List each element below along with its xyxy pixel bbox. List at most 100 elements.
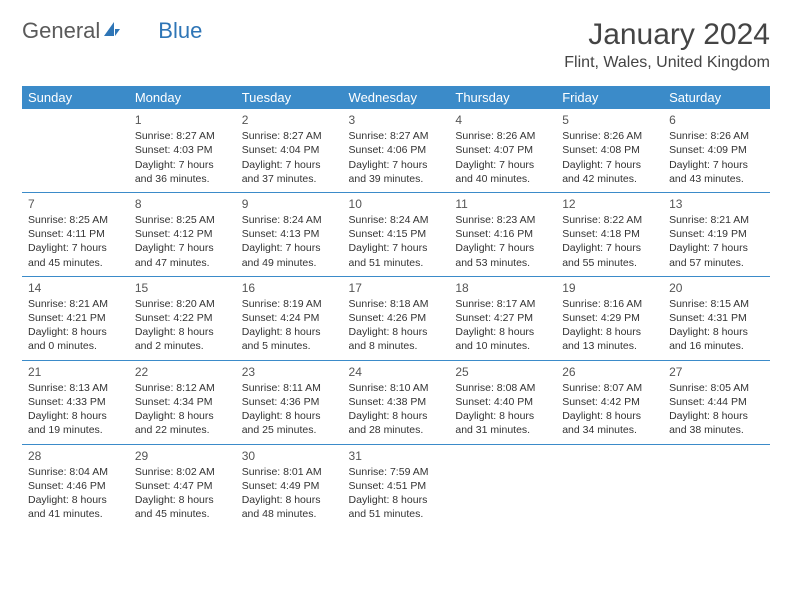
calendar-day-cell	[449, 444, 556, 527]
calendar-day-cell: 21Sunrise: 8:13 AMSunset: 4:33 PMDayligh…	[22, 360, 129, 444]
sunrise-line: Sunrise: 8:18 AM	[349, 297, 444, 311]
sunrise-line: Sunrise: 8:26 AM	[562, 129, 657, 143]
daylight-line: Daylight: 7 hours and 42 minutes.	[562, 158, 657, 186]
daylight-line: Daylight: 7 hours and 49 minutes.	[242, 241, 337, 269]
day-number: 22	[135, 364, 230, 380]
weekday-header-row: Sunday Monday Tuesday Wednesday Thursday…	[22, 86, 770, 109]
calendar-day-cell: 6Sunrise: 8:26 AMSunset: 4:09 PMDaylight…	[663, 109, 770, 192]
day-number: 13	[669, 196, 764, 212]
logo-text-2: Blue	[158, 18, 202, 44]
daylight-line: Daylight: 8 hours and 25 minutes.	[242, 409, 337, 437]
day-number: 4	[455, 112, 550, 128]
daylight-line: Daylight: 8 hours and 5 minutes.	[242, 325, 337, 353]
sunrise-line: Sunrise: 8:08 AM	[455, 381, 550, 395]
sunrise-line: Sunrise: 8:23 AM	[455, 213, 550, 227]
sunrise-line: Sunrise: 8:10 AM	[349, 381, 444, 395]
sunrise-line: Sunrise: 8:02 AM	[135, 465, 230, 479]
daylight-line: Daylight: 8 hours and 10 minutes.	[455, 325, 550, 353]
sunrise-line: Sunrise: 8:27 AM	[242, 129, 337, 143]
sunrise-line: Sunrise: 8:27 AM	[135, 129, 230, 143]
calendar-day-cell: 1Sunrise: 8:27 AMSunset: 4:03 PMDaylight…	[129, 109, 236, 192]
calendar-day-cell: 19Sunrise: 8:16 AMSunset: 4:29 PMDayligh…	[556, 276, 663, 360]
calendar-day-cell: 27Sunrise: 8:05 AMSunset: 4:44 PMDayligh…	[663, 360, 770, 444]
calendar-week-row: 21Sunrise: 8:13 AMSunset: 4:33 PMDayligh…	[22, 360, 770, 444]
day-number: 23	[242, 364, 337, 380]
daylight-line: Daylight: 8 hours and 0 minutes.	[28, 325, 123, 353]
sunrise-line: Sunrise: 8:04 AM	[28, 465, 123, 479]
sunset-line: Sunset: 4:04 PM	[242, 143, 337, 157]
calendar-day-cell: 16Sunrise: 8:19 AMSunset: 4:24 PMDayligh…	[236, 276, 343, 360]
sunset-line: Sunset: 4:16 PM	[455, 227, 550, 241]
sunset-line: Sunset: 4:33 PM	[28, 395, 123, 409]
calendar-day-cell: 29Sunrise: 8:02 AMSunset: 4:47 PMDayligh…	[129, 444, 236, 527]
sunrise-line: Sunrise: 8:12 AM	[135, 381, 230, 395]
sunset-line: Sunset: 4:40 PM	[455, 395, 550, 409]
daylight-line: Daylight: 8 hours and 41 minutes.	[28, 493, 123, 521]
daylight-line: Daylight: 8 hours and 16 minutes.	[669, 325, 764, 353]
sunset-line: Sunset: 4:15 PM	[349, 227, 444, 241]
day-number: 18	[455, 280, 550, 296]
sunset-line: Sunset: 4:31 PM	[669, 311, 764, 325]
logo-sail-icon	[102, 18, 122, 44]
day-number: 28	[28, 448, 123, 464]
sunrise-line: Sunrise: 8:16 AM	[562, 297, 657, 311]
weekday-header: Friday	[556, 86, 663, 109]
calendar-day-cell: 28Sunrise: 8:04 AMSunset: 4:46 PMDayligh…	[22, 444, 129, 527]
calendar-day-cell: 30Sunrise: 8:01 AMSunset: 4:49 PMDayligh…	[236, 444, 343, 527]
sunrise-line: Sunrise: 8:19 AM	[242, 297, 337, 311]
day-number: 7	[28, 196, 123, 212]
sunset-line: Sunset: 4:19 PM	[669, 227, 764, 241]
sunset-line: Sunset: 4:11 PM	[28, 227, 123, 241]
sunrise-line: Sunrise: 8:26 AM	[455, 129, 550, 143]
daylight-line: Daylight: 8 hours and 45 minutes.	[135, 493, 230, 521]
daylight-line: Daylight: 7 hours and 51 minutes.	[349, 241, 444, 269]
calendar-day-cell	[22, 109, 129, 192]
calendar-day-cell: 11Sunrise: 8:23 AMSunset: 4:16 PMDayligh…	[449, 192, 556, 276]
calendar-day-cell: 26Sunrise: 8:07 AMSunset: 4:42 PMDayligh…	[556, 360, 663, 444]
sunrise-line: Sunrise: 8:24 AM	[242, 213, 337, 227]
sunset-line: Sunset: 4:12 PM	[135, 227, 230, 241]
calendar-week-row: 14Sunrise: 8:21 AMSunset: 4:21 PMDayligh…	[22, 276, 770, 360]
sunset-line: Sunset: 4:51 PM	[349, 479, 444, 493]
sunset-line: Sunset: 4:22 PM	[135, 311, 230, 325]
calendar-week-row: 1Sunrise: 8:27 AMSunset: 4:03 PMDaylight…	[22, 109, 770, 192]
sunset-line: Sunset: 4:18 PM	[562, 227, 657, 241]
sunset-line: Sunset: 4:07 PM	[455, 143, 550, 157]
sunrise-line: Sunrise: 8:24 AM	[349, 213, 444, 227]
daylight-line: Daylight: 7 hours and 37 minutes.	[242, 158, 337, 186]
sunset-line: Sunset: 4:21 PM	[28, 311, 123, 325]
daylight-line: Daylight: 7 hours and 57 minutes.	[669, 241, 764, 269]
calendar-week-row: 28Sunrise: 8:04 AMSunset: 4:46 PMDayligh…	[22, 444, 770, 527]
day-number: 21	[28, 364, 123, 380]
sunrise-line: Sunrise: 8:25 AM	[28, 213, 123, 227]
calendar-day-cell: 22Sunrise: 8:12 AMSunset: 4:34 PMDayligh…	[129, 360, 236, 444]
sunrise-line: Sunrise: 8:05 AM	[669, 381, 764, 395]
calendar-day-cell: 3Sunrise: 8:27 AMSunset: 4:06 PMDaylight…	[343, 109, 450, 192]
sunrise-line: Sunrise: 7:59 AM	[349, 465, 444, 479]
sunset-line: Sunset: 4:38 PM	[349, 395, 444, 409]
day-number: 10	[349, 196, 444, 212]
sunset-line: Sunset: 4:27 PM	[455, 311, 550, 325]
calendar-day-cell: 14Sunrise: 8:21 AMSunset: 4:21 PMDayligh…	[22, 276, 129, 360]
day-number: 3	[349, 112, 444, 128]
sunset-line: Sunset: 4:24 PM	[242, 311, 337, 325]
calendar-day-cell: 23Sunrise: 8:11 AMSunset: 4:36 PMDayligh…	[236, 360, 343, 444]
daylight-line: Daylight: 8 hours and 38 minutes.	[669, 409, 764, 437]
weekday-header: Wednesday	[343, 86, 450, 109]
calendar-day-cell: 24Sunrise: 8:10 AMSunset: 4:38 PMDayligh…	[343, 360, 450, 444]
daylight-line: Daylight: 8 hours and 28 minutes.	[349, 409, 444, 437]
day-number: 1	[135, 112, 230, 128]
day-number: 15	[135, 280, 230, 296]
day-number: 24	[349, 364, 444, 380]
sunset-line: Sunset: 4:49 PM	[242, 479, 337, 493]
daylight-line: Daylight: 8 hours and 19 minutes.	[28, 409, 123, 437]
daylight-line: Daylight: 7 hours and 53 minutes.	[455, 241, 550, 269]
weekday-header: Tuesday	[236, 86, 343, 109]
sunrise-line: Sunrise: 8:22 AM	[562, 213, 657, 227]
weekday-header: Thursday	[449, 86, 556, 109]
day-number: 6	[669, 112, 764, 128]
sunset-line: Sunset: 4:47 PM	[135, 479, 230, 493]
daylight-line: Daylight: 8 hours and 34 minutes.	[562, 409, 657, 437]
sunset-line: Sunset: 4:26 PM	[349, 311, 444, 325]
day-number: 16	[242, 280, 337, 296]
